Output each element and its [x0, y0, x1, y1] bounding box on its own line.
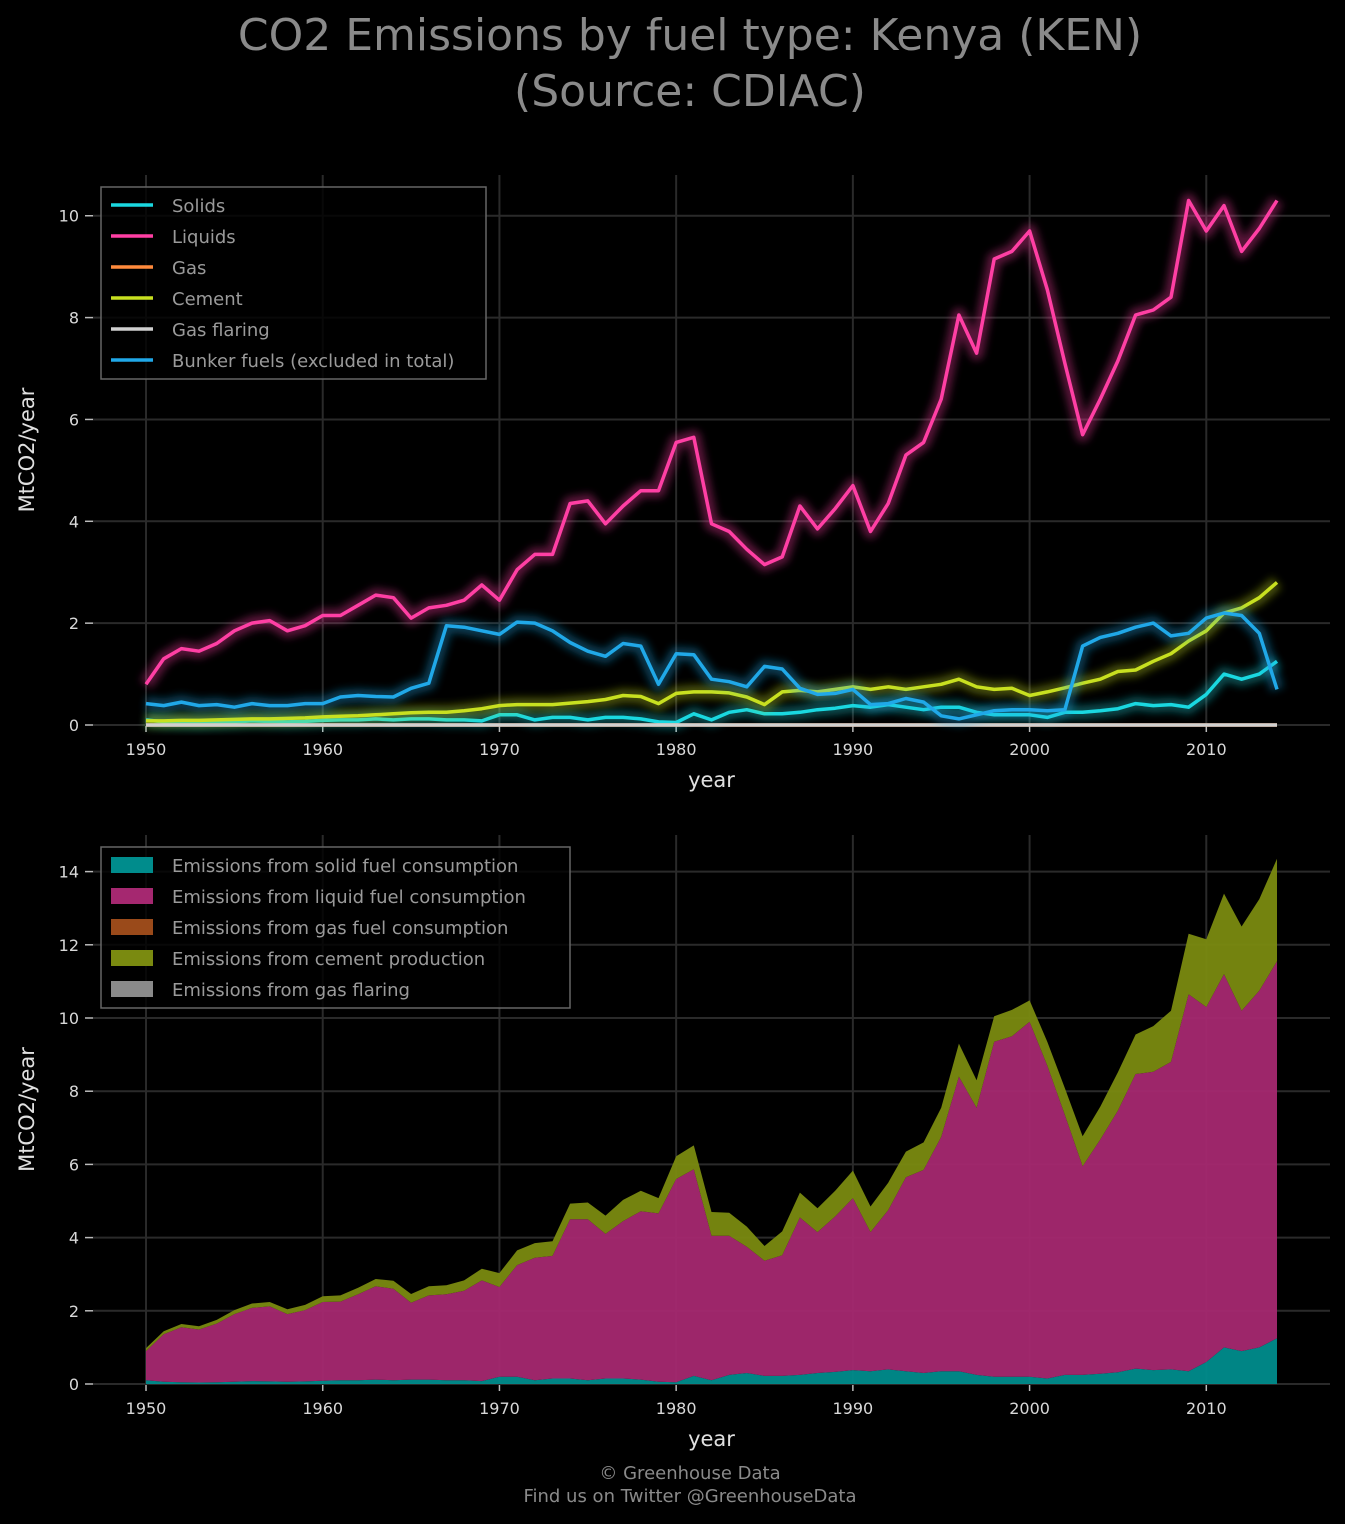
top-chart-xtick-label: 1960 — [302, 740, 343, 759]
bottom-chart-ytick-label: 10 — [59, 1009, 79, 1028]
legend-swatch-emissions-from-gas-fuel-consumption — [111, 919, 153, 935]
bottom-chart-legend-box — [100, 846, 571, 1009]
legend-label-emissions-from-solid-fuel-consumption: Emissions from solid fuel consumption — [172, 856, 518, 877]
legend-label-emissions-from-gas-fuel-consumption: Emissions from gas fuel consumption — [172, 918, 508, 939]
legend-label-emissions-from-liquid-fuel-consumption: Emissions from liquid fuel consumption — [172, 887, 526, 908]
series-line-cement — [146, 581, 1279, 723]
top-chart-ytick-label: 4 — [69, 512, 79, 531]
bottom-chart-ytick-label: 0 — [69, 1375, 79, 1394]
top-chart-ytick-label: 0 — [69, 716, 79, 735]
legend-label-emissions-from-gas-flaring: Emissions from gas flaring — [172, 980, 410, 1001]
legend-swatch-emissions-from-solid-fuel-consumption — [111, 857, 153, 873]
bottom-chart-ytick-label: 14 — [59, 863, 79, 882]
bottom-chart-ytick-label: 8 — [69, 1082, 79, 1101]
line-chart: 1950 1960 1970 1980 1990 2000 2010 0 2 4 6 8 10 year M… — [15, 175, 1330, 792]
bottom-chart-xtick-label: 1950 — [126, 1399, 167, 1418]
bottom-chart-ytick-label: 12 — [59, 936, 79, 955]
bottom-chart-y-axis-label: MtCO2/year — [15, 1047, 39, 1172]
top-chart-legend-box — [100, 186, 487, 380]
bottom-chart-xtick-label: 2000 — [1009, 1399, 1050, 1418]
bottom-chart-xtick-label: 1980 — [656, 1399, 697, 1418]
top-chart-xtick-label: 1970 — [479, 740, 520, 759]
bottom-chart-ytick-label: 2 — [69, 1302, 79, 1321]
bottom-chart-x-axis-label: year — [688, 1427, 735, 1451]
chart-title: CO2 Emissions by fuel type: Kenya (KEN) … — [0, 8, 1345, 120]
bottom-chart-xtick-label: 1970 — [479, 1399, 520, 1418]
legend-swatch-emissions-from-liquid-fuel-consumption — [111, 888, 153, 904]
credits: © Greenhouse Data Find us on Twitter @Gr… — [0, 1462, 1345, 1508]
credits-line-2: Find us on Twitter @GreenhouseData — [523, 1486, 857, 1507]
legend-swatch-emissions-from-cement-production — [111, 950, 153, 966]
legend-label-cement: Cement — [172, 289, 243, 310]
stacked-area-chart: 1950 1960 1970 1980 1990 2000 2010 0 2 4 6 8 10 12 14 y… — [15, 835, 1330, 1451]
legend-label-emissions-from-cement-production: Emissions from cement production — [172, 949, 485, 970]
series-line-bunker-fuels-excluded-in-total — [145, 611, 1279, 721]
area-emissions-from-liquid-fuel-consumption — [146, 961, 1277, 1383]
top-chart-xtick-label: 1950 — [126, 740, 167, 759]
series-line-liquids — [144, 198, 1279, 686]
legend-label-bunker-fuels-excluded-in-total: Bunker fuels (excluded in total) — [172, 351, 454, 372]
legend-label-gas-flaring: Gas flaring — [172, 320, 270, 341]
top-chart-ytick-label: 6 — [69, 410, 79, 429]
top-chart-ytick-label: 10 — [59, 207, 79, 226]
top-chart-ytick-label: 8 — [69, 309, 79, 328]
bottom-chart-xtick-label: 2010 — [1186, 1399, 1227, 1418]
top-chart-ytick-label: 2 — [69, 614, 79, 633]
chart-title-line-2: (Source: CDIAC) — [514, 66, 866, 117]
legend-swatch-emissions-from-gas-flaring — [111, 981, 153, 997]
legend-label-gas: Gas — [172, 258, 206, 279]
bottom-chart-xtick-label: 1990 — [833, 1399, 874, 1418]
top-chart-x-axis-label: year — [688, 768, 735, 792]
legend-label-liquids: Liquids — [172, 227, 236, 248]
top-chart-xtick-label: 2010 — [1186, 740, 1227, 759]
top-chart-xtick-label: 2000 — [1009, 740, 1050, 759]
legend-label-solids: Solids — [172, 196, 225, 217]
chart-title-line-1: CO2 Emissions by fuel type: Kenya (KEN) — [237, 10, 1143, 61]
top-chart-xtick-label: 1980 — [656, 740, 697, 759]
bottom-chart-xtick-label: 1960 — [302, 1399, 343, 1418]
top-chart-y-axis-label: MtCO2/year — [15, 387, 39, 512]
area-emissions-from-solid-fuel-consumption — [146, 1338, 1277, 1384]
credits-line-1: © Greenhouse Data — [599, 1463, 781, 1484]
top-chart-xtick-label: 1990 — [833, 740, 874, 759]
bottom-chart-ytick-label: 6 — [69, 1155, 79, 1174]
bottom-chart-ytick-label: 4 — [69, 1229, 79, 1248]
